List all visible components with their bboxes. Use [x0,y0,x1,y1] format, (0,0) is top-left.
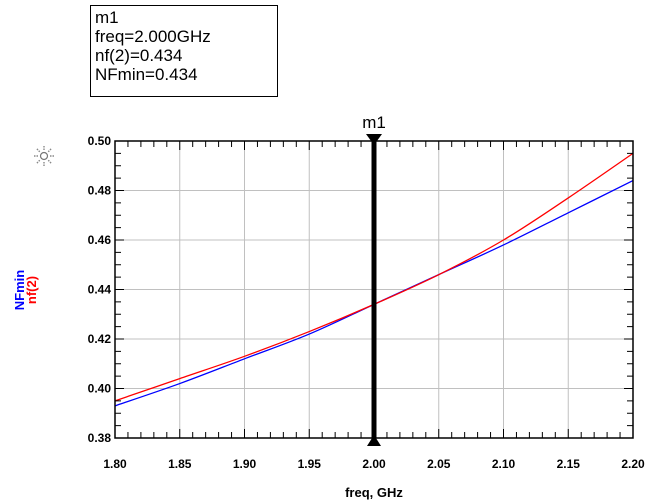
x-tick-label: 2.15 [557,457,581,471]
x-tick-label: 1.95 [298,457,322,471]
sun-icon-ray [47,148,52,153]
x-tick-label: 2.10 [492,457,516,471]
marker-readout-box[interactable]: m1 freq=2.000GHz nf(2)=0.434 NFmin=0.434 [90,5,278,97]
sun-icon-center [39,151,49,161]
y-tick-label: 0.50 [88,134,112,148]
y-axis-label-nf2: nf(2) [24,276,39,304]
marker-top-triangle [366,134,382,145]
x-tick-label: 2.05 [427,457,451,471]
y-tick-label: 0.44 [88,283,112,297]
marker-readout-freq: freq=2.000GHz [95,27,211,46]
sun-icon-ray [47,159,52,164]
x-tick-label: 2.20 [621,457,645,471]
marker-readout-nfmin: NFmin=0.434 [95,65,198,84]
y-tick-label: 0.38 [88,431,112,445]
marker-m1[interactable]: m1 [362,113,386,446]
marker-label: m1 [362,113,386,132]
y-tick-label: 0.40 [88,382,112,396]
x-tick-label: 1.85 [168,457,192,471]
y-tick-label: 0.48 [88,184,112,198]
x-tick-label: 2.00 [362,457,386,471]
marker-readout-name: m1 [95,8,119,27]
x-axis-label: freq, GHz [345,485,403,500]
sun-icon-ray [36,159,41,164]
x-tick-label: 1.80 [103,457,127,471]
y-tick-labels: 0.38 0.40 0.42 0.44 0.46 0.48 0.50 [88,134,112,445]
y-axis-label-nfmin: NFmin [12,270,27,311]
sun-icon-ray [36,148,41,153]
marker-bottom-triangle [367,435,381,446]
sun-icon[interactable] [34,146,54,166]
x-tick-label: 1.90 [233,457,257,471]
marker-readout-nf: nf(2)=0.434 [95,46,183,65]
x-tick-labels: 1.80 1.85 1.90 1.95 2.00 2.05 2.10 2.15 2.20 [103,457,645,471]
y-tick-label: 0.42 [88,332,112,346]
y-tick-label: 0.46 [88,233,112,247]
